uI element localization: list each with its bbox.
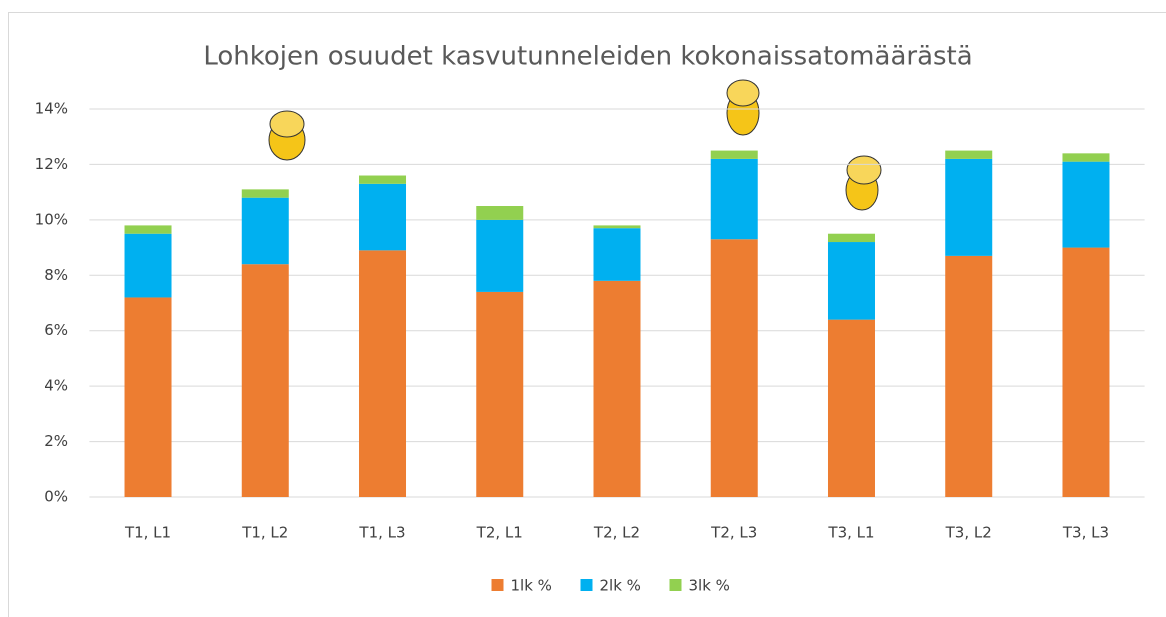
legend-swatch	[491, 579, 504, 591]
legend-label: 3lk %	[689, 577, 730, 595]
bar-segment	[359, 175, 407, 184]
bar-segment	[476, 291, 524, 497]
chart-frame	[8, 12, 1166, 617]
x-tick-label: T3, L1	[827, 524, 874, 542]
bar-segment	[1062, 247, 1110, 497]
bar-segment	[359, 183, 407, 251]
bar-segment	[241, 189, 289, 198]
x-tick-label: T2, L1	[476, 524, 523, 542]
bar-segment	[241, 264, 289, 497]
x-tick-label: T2, L2	[593, 524, 640, 542]
bar-segment	[124, 233, 172, 298]
bar-segment	[593, 228, 641, 281]
x-tick-label: T3, L3	[1062, 524, 1109, 542]
bar-segment	[827, 242, 875, 320]
bar-segment	[710, 158, 758, 240]
y-tick-label: 0%	[44, 488, 68, 506]
bar-segment	[476, 206, 524, 220]
bar-segment	[241, 197, 289, 265]
y-tick-label: 6%	[44, 321, 68, 339]
legend-label: 2lk %	[600, 577, 641, 595]
bar-segment	[945, 150, 993, 159]
legend-swatch	[669, 579, 682, 591]
bee-decoration	[268, 79, 882, 211]
legend-label: 1lk %	[511, 577, 552, 595]
bar-segment	[1062, 153, 1110, 162]
bar-segment	[124, 297, 172, 497]
bar-segment	[710, 150, 758, 159]
bar-segment	[945, 255, 993, 497]
x-tick-label: T2, L3	[710, 524, 757, 542]
x-tick-label: T1, L3	[358, 524, 405, 542]
bar-segment	[945, 158, 993, 256]
y-tick-label: 4%	[44, 377, 68, 395]
y-tick-label: 2%	[44, 432, 68, 450]
bar-segment	[1062, 161, 1110, 248]
bar-segment	[359, 250, 407, 497]
y-tick-label: 14%	[35, 100, 68, 118]
bar-segment	[827, 233, 875, 243]
y-tick-label: 8%	[44, 266, 68, 284]
bar-segment	[476, 219, 524, 292]
bar-segment	[124, 225, 172, 234]
bar-segment	[593, 225, 641, 229]
y-tick-label: 12%	[35, 155, 68, 173]
bar-segment	[827, 319, 875, 497]
legend-swatch	[580, 579, 593, 591]
x-tick-label: T1, L2	[241, 524, 288, 542]
y-tick-label: 10%	[35, 210, 68, 228]
chart-title: Lohkojen osuudet kasvutunneleiden kokona…	[203, 42, 972, 72]
bar-segment	[593, 280, 641, 497]
bar-segment	[710, 239, 758, 497]
x-tick-label: T1, L1	[124, 524, 171, 542]
x-tick-label: T3, L2	[945, 524, 992, 542]
